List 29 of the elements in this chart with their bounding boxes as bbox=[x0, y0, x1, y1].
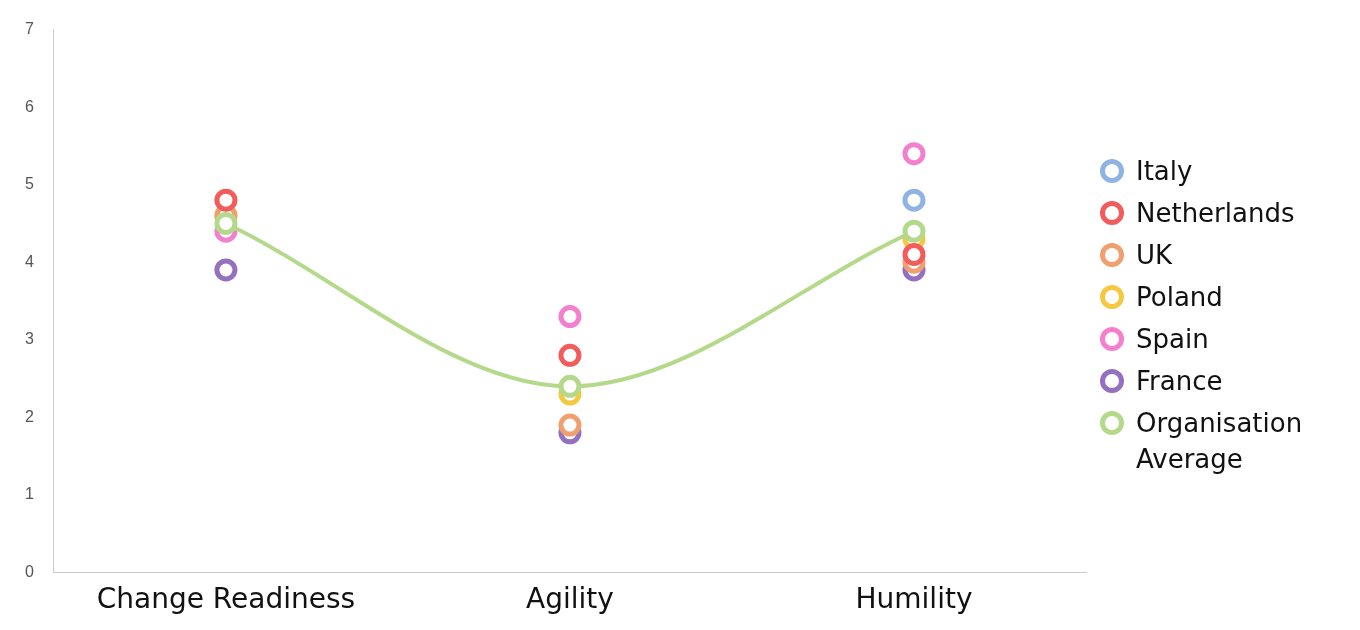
point bbox=[902, 242, 926, 266]
point bbox=[214, 258, 238, 282]
point bbox=[214, 211, 238, 235]
point bbox=[558, 343, 582, 367]
point bbox=[902, 188, 926, 212]
legend-label: Poland bbox=[1136, 281, 1223, 314]
legend-label: France bbox=[1136, 365, 1223, 398]
y-tick-label: 6 bbox=[24, 97, 34, 115]
point bbox=[902, 142, 926, 166]
x-tick-label: Change Readiness bbox=[96, 582, 356, 616]
point bbox=[558, 374, 582, 398]
point bbox=[902, 219, 926, 243]
y-tick-label: 7 bbox=[24, 20, 34, 38]
y-tick-label: 4 bbox=[24, 252, 34, 270]
point bbox=[214, 188, 238, 212]
x-tick-label: Humility bbox=[855, 582, 973, 616]
legend-label: Italy bbox=[1136, 155, 1193, 188]
point bbox=[558, 413, 582, 437]
y-tick-label: 0 bbox=[24, 562, 34, 580]
legend-label: Organisation Average bbox=[1136, 407, 1304, 476]
point bbox=[558, 305, 582, 329]
y-tick-label: 2 bbox=[24, 407, 34, 425]
legend-label: Spain bbox=[1136, 323, 1209, 356]
y-tick-label: 5 bbox=[24, 175, 34, 193]
y-tick-label: 1 bbox=[24, 485, 34, 503]
y-tick-label: 3 bbox=[24, 330, 34, 348]
x-tick-label: Agility bbox=[526, 582, 614, 616]
legend-label: UK bbox=[1136, 239, 1173, 272]
legend-label: Netherlands bbox=[1136, 197, 1295, 230]
